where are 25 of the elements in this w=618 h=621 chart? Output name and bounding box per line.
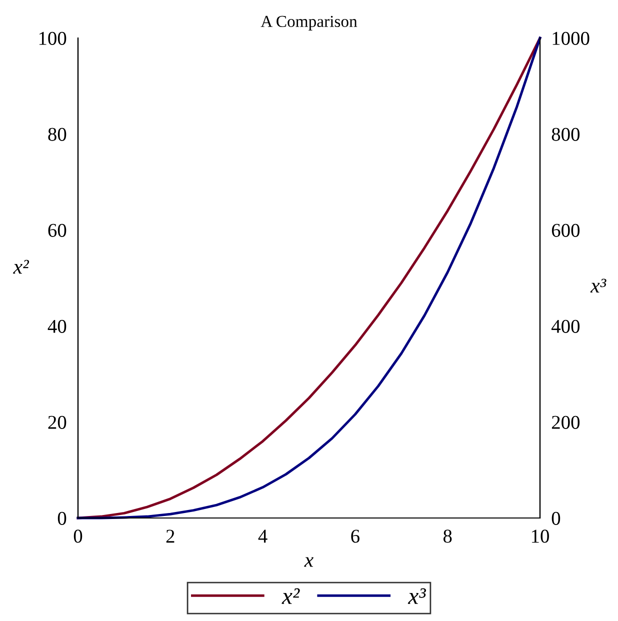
x-tick-label: 8: [443, 530, 452, 543]
y2-tick-label: 800: [552, 128, 580, 141]
y-tick-label: 60: [48, 224, 66, 237]
x-tick-label: 6: [351, 530, 360, 543]
y-tick-label: 100: [39, 32, 66, 45]
x-tick-label: 4: [258, 530, 268, 543]
y2-tick-label: 600: [552, 224, 580, 237]
y-tick-label: 80: [48, 128, 66, 141]
x-tick-label: 2: [166, 530, 174, 543]
y2-tick-label: 0: [552, 512, 560, 525]
y2-tick-label: 1000: [552, 32, 590, 45]
y-tick-label: 40: [48, 320, 66, 333]
x-axis-title: x: [304, 557, 314, 567]
y2-tick-label: 200: [552, 416, 580, 429]
y-tick-label: 0: [58, 512, 66, 525]
x-tick-label: 0: [74, 530, 82, 543]
y-axis-title: x²: [13, 260, 30, 274]
legend-label: x³: [408, 588, 426, 604]
y-tick-label: 20: [48, 416, 66, 429]
line-series: [76, 36, 542, 520]
chart-title: A Comparison: [260, 16, 358, 30]
y2-tick-label: 400: [551, 320, 580, 333]
x-tick-label: 10: [532, 530, 549, 543]
legend-label: x²: [282, 588, 300, 604]
y2-axis-title: x³: [590, 278, 606, 292]
